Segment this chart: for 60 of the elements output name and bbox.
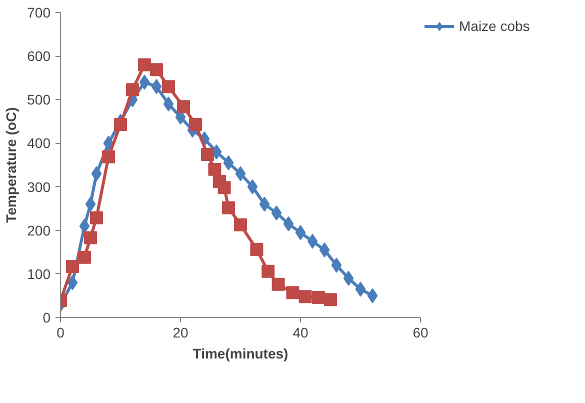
point bbox=[126, 83, 139, 96]
point bbox=[163, 96, 174, 112]
point bbox=[151, 79, 162, 94]
point bbox=[78, 250, 91, 264]
point bbox=[189, 118, 202, 131]
x-tick-label: 20 bbox=[172, 324, 188, 340]
point bbox=[223, 155, 234, 170]
y-tick-label: 300 bbox=[27, 178, 51, 195]
point bbox=[283, 216, 294, 232]
point bbox=[201, 148, 214, 162]
y-tick-label: 200 bbox=[27, 222, 51, 238]
y-tick-label: 500 bbox=[27, 92, 51, 108]
point bbox=[272, 278, 285, 291]
point bbox=[91, 166, 102, 182]
point bbox=[259, 196, 270, 212]
point bbox=[208, 162, 222, 176]
point bbox=[355, 282, 366, 297]
point bbox=[331, 258, 342, 273]
point bbox=[250, 243, 264, 256]
point bbox=[234, 218, 247, 232]
y-tick-label: 700 bbox=[27, 4, 51, 20]
point bbox=[319, 242, 330, 258]
point bbox=[247, 179, 258, 194]
x-tick-label: 40 bbox=[292, 324, 308, 340]
point bbox=[324, 293, 337, 306]
point bbox=[307, 234, 318, 249]
point bbox=[367, 288, 378, 304]
point bbox=[177, 100, 190, 114]
point bbox=[84, 231, 97, 244]
point bbox=[85, 196, 96, 212]
point bbox=[286, 286, 300, 300]
point bbox=[103, 136, 114, 151]
y-tick-label: 400 bbox=[27, 135, 51, 152]
point bbox=[262, 264, 275, 278]
point bbox=[66, 260, 79, 274]
point bbox=[298, 290, 312, 304]
point bbox=[271, 205, 282, 220]
point bbox=[114, 118, 127, 131]
point bbox=[218, 181, 231, 194]
x-tick-label: 0 bbox=[56, 324, 65, 340]
point bbox=[150, 63, 163, 76]
point bbox=[138, 58, 151, 72]
y-tick-label: 0 bbox=[42, 310, 51, 326]
point bbox=[102, 150, 115, 164]
point bbox=[79, 218, 90, 234]
point bbox=[90, 211, 103, 224]
legend-label: Maize cobs bbox=[459, 18, 530, 34]
x-tick-label: 60 bbox=[412, 324, 428, 340]
point bbox=[67, 275, 78, 290]
point bbox=[343, 270, 354, 286]
y-tick-label: 100 bbox=[27, 266, 51, 282]
point bbox=[162, 80, 175, 94]
point bbox=[312, 290, 325, 304]
y-axis-title: Temperature (oC) bbox=[3, 107, 20, 223]
point bbox=[235, 166, 246, 182]
point bbox=[222, 201, 235, 214]
x-axis-title: Time(minutes) bbox=[192, 346, 288, 362]
point bbox=[295, 225, 306, 240]
point bbox=[139, 74, 150, 90]
y-tick-label: 600 bbox=[27, 48, 51, 64]
